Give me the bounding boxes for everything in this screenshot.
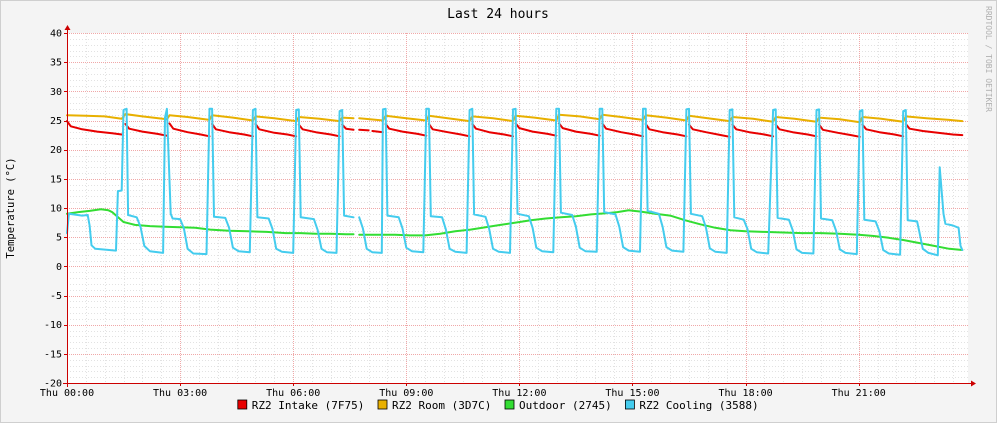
series-line bbox=[66, 208, 355, 236]
series-line bbox=[904, 123, 964, 137]
series-line bbox=[211, 123, 254, 138]
y-tick-label: -5 bbox=[50, 291, 62, 302]
series-line bbox=[297, 123, 341, 138]
y-tick-label: 10 bbox=[50, 204, 62, 215]
y-tick-label: 15 bbox=[50, 174, 62, 185]
x-tick-label: Thu 06:00 bbox=[266, 388, 320, 399]
series-line bbox=[558, 122, 601, 137]
x-tick-label: Thu 00:00 bbox=[40, 388, 94, 399]
legend-swatch bbox=[504, 399, 515, 410]
series-line bbox=[774, 123, 818, 138]
series-line bbox=[168, 122, 211, 138]
chart-title: Last 24 hours bbox=[447, 7, 549, 22]
series-line bbox=[358, 209, 964, 251]
legend-item: RZ2 Cooling (3588) bbox=[625, 399, 759, 412]
series-line bbox=[644, 123, 688, 138]
series-line bbox=[371, 130, 384, 134]
series-0 bbox=[66, 120, 964, 138]
x-tick-label: Thu 03:00 bbox=[153, 388, 207, 399]
legend-swatch bbox=[377, 399, 388, 410]
series-line bbox=[861, 123, 905, 138]
legend-item: Outdoor (2745) bbox=[504, 399, 612, 412]
series-layer bbox=[66, 107, 964, 257]
y-tick-label: 20 bbox=[50, 145, 62, 156]
y-tick-label: 5 bbox=[56, 233, 62, 244]
y-tick-label: 0 bbox=[56, 262, 62, 273]
legend-item: RZ2 Room (3D7C) bbox=[377, 399, 491, 412]
series-line bbox=[66, 107, 130, 252]
legend-label: RZ2 Cooling (3588) bbox=[639, 399, 758, 412]
legend-label: Outdoor (2745) bbox=[519, 399, 612, 412]
x-tick-label: Thu 21:00 bbox=[832, 388, 886, 399]
series-line bbox=[358, 107, 964, 257]
series-3 bbox=[66, 107, 964, 257]
y-tick-label: -20 bbox=[44, 379, 62, 390]
y-tick-label: 35 bbox=[50, 58, 62, 69]
y-tick-label: 25 bbox=[50, 116, 62, 127]
y-tick-labels: 40 35 30 25 20 15 10 5 0 -5 -10 -15 -20 bbox=[44, 29, 62, 390]
series-2 bbox=[66, 208, 964, 251]
y-tick-label: -10 bbox=[44, 320, 62, 331]
x-tick-label: Thu 15:00 bbox=[605, 388, 659, 399]
series-line bbox=[471, 123, 514, 138]
y-axis-arrow bbox=[64, 25, 71, 30]
legend-item: RZ2 Intake (7F75) bbox=[237, 399, 365, 412]
x-tick-label: Thu 12:00 bbox=[492, 388, 546, 399]
legend-swatch bbox=[625, 399, 635, 410]
x-axis-arrow bbox=[971, 380, 976, 387]
y-tick-label: 40 bbox=[50, 29, 62, 40]
series-line bbox=[514, 122, 558, 137]
series-line bbox=[688, 123, 731, 138]
series-line bbox=[127, 107, 355, 256]
y-tick-label: -15 bbox=[44, 349, 62, 360]
series-line bbox=[818, 123, 861, 138]
series-line bbox=[427, 123, 471, 138]
x-tick-label: Thu 18:00 bbox=[718, 388, 772, 399]
y-tick-label: 30 bbox=[50, 87, 62, 98]
watermark: RRDTOOL / TOBI OETIKER bbox=[984, 6, 993, 112]
x-tick-label: Thu 09:00 bbox=[379, 388, 433, 399]
legend-label: RZ2 Intake (7F75) bbox=[252, 399, 365, 412]
y-axis-label: Temperature (°C) bbox=[5, 157, 17, 258]
series-line bbox=[66, 120, 123, 136]
axes bbox=[63, 25, 976, 387]
legend-label: RZ2 Room (3D7C) bbox=[392, 399, 491, 412]
series-line bbox=[254, 123, 298, 138]
legend-swatch bbox=[237, 399, 248, 410]
series-line bbox=[384, 123, 428, 137]
legend: RZ2 Intake (7F75) RZ2 Room (3D7C) Outdoor … bbox=[237, 399, 759, 412]
series-line bbox=[601, 122, 644, 138]
series-line bbox=[731, 123, 775, 138]
x-tick-labels: Thu 00:00 Thu 03:00 Thu 06:00 Thu 09:00 Thu … bbox=[40, 388, 886, 399]
series-line bbox=[124, 123, 168, 137]
series-line bbox=[358, 128, 370, 132]
